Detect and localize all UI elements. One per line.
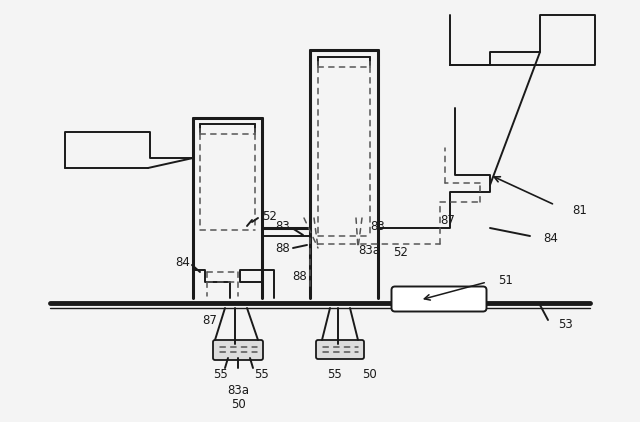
FancyBboxPatch shape — [392, 287, 486, 311]
Text: 52: 52 — [262, 209, 277, 222]
Text: 87: 87 — [440, 214, 455, 227]
Text: 83a: 83a — [358, 243, 380, 257]
Text: 50: 50 — [363, 368, 378, 381]
Text: 83: 83 — [275, 219, 290, 233]
Text: 84: 84 — [175, 257, 190, 270]
Text: 52: 52 — [393, 246, 408, 259]
Text: 83a: 83a — [227, 384, 249, 397]
Text: 84: 84 — [543, 232, 558, 244]
Text: 88: 88 — [292, 270, 307, 282]
Text: 83: 83 — [370, 219, 385, 233]
Text: 81: 81 — [572, 203, 587, 216]
Text: 88: 88 — [275, 241, 290, 254]
Text: 87: 87 — [203, 314, 218, 327]
Text: 53: 53 — [558, 319, 573, 332]
FancyBboxPatch shape — [213, 340, 263, 360]
Text: 50: 50 — [230, 398, 245, 411]
Text: 55: 55 — [328, 368, 342, 381]
FancyBboxPatch shape — [316, 340, 364, 359]
Text: 55: 55 — [255, 368, 269, 381]
Text: 51: 51 — [498, 273, 513, 287]
Text: 55: 55 — [212, 368, 227, 381]
